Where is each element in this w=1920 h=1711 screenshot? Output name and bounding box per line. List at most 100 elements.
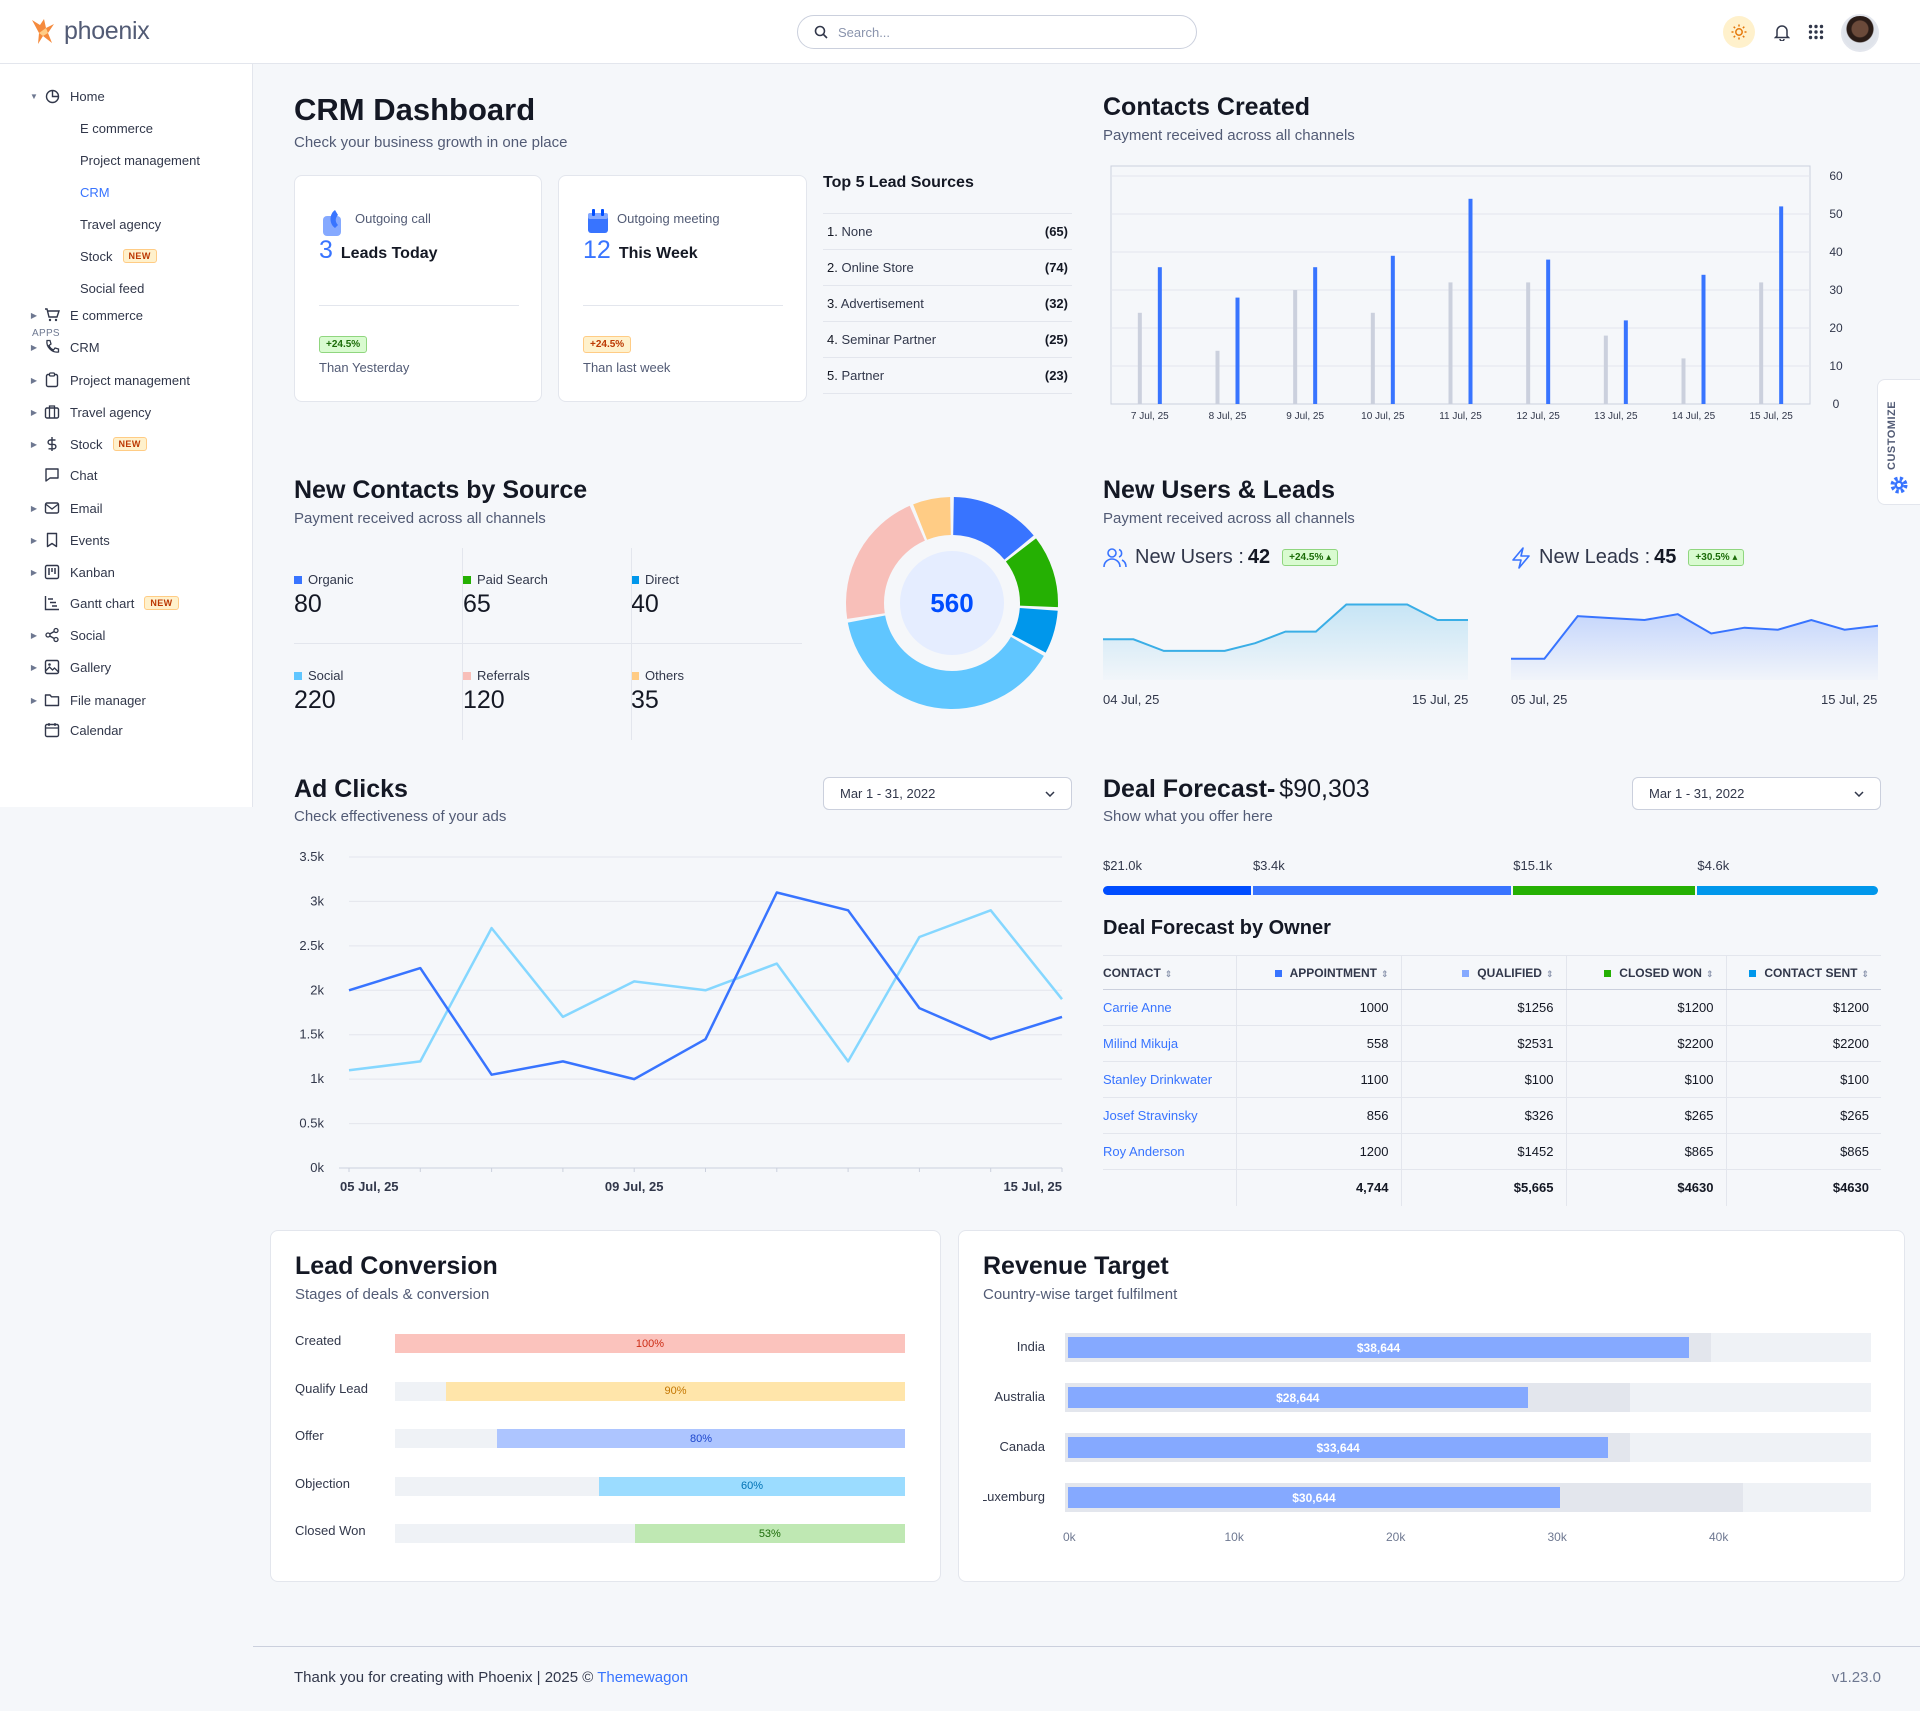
sidebar-item-project-management[interactable]: ▶ Project management [0,368,190,392]
contact-link[interactable]: Carrie Anne [1103,989,1236,1026]
apps-grid-button[interactable] [1800,16,1832,48]
x-tick-label: 11 Jul, 25 [1439,411,1482,422]
column-header-contact-sent[interactable]: CONTACT SENT ⇕ [1725,955,1881,990]
contact-link[interactable]: Milind Mikuja [1103,1025,1236,1062]
lead-source-rank: 2. [827,260,842,275]
sidebar-subitem-stock[interactable]: Stock NEW [80,244,157,268]
forecast-segment-label: $4.6k [1697,858,1730,873]
sidebar-item-label: CRM [70,339,100,355]
x-tick-label: 10 Jul, 25 [1361,411,1405,422]
top-navbar: phoenix [0,0,1920,64]
user-avatar[interactable] [1841,14,1879,52]
theme-toggle-button[interactable] [1723,16,1755,48]
lead-source-rank: 3. [827,296,841,311]
contact-link[interactable]: Stanley Drinkwater [1103,1061,1236,1098]
legend-swatch [1749,969,1757,977]
sidebar-item-calendar[interactable]: Calendar [0,718,123,742]
forecast-segment-bar [1697,886,1878,895]
footer-link[interactable]: Themewagon [597,1669,689,1686]
bookmark-icon [44,532,60,548]
sidebar-item-kanban[interactable]: ▶ Kanban [0,560,115,584]
column-header-appointment[interactable]: APPOINTMENT ⇕ [1235,955,1401,990]
sidebar-item-label: Social [70,627,106,643]
sun-icon [1731,24,1747,40]
sidebar-subitem-crm[interactable]: CRM [80,184,110,200]
bar-current [1390,255,1395,404]
x-tick-label: 10k [1224,1530,1244,1544]
sidebar-subitem-social-feed[interactable]: Social feed [80,280,145,296]
x-tick-label: 30k [1547,1530,1567,1544]
mail-icon [44,500,60,516]
stat-unit: This Week [618,245,698,262]
sidebar-item-email[interactable]: ▶ Email [0,496,103,520]
sidebar-subitem-travel-agency[interactable]: Travel agency [80,216,162,232]
x-tick-label: 0k [1063,1530,1076,1544]
sidebar-subitem-ecommerce[interactable]: E commerce [80,120,153,136]
deal-owner-table: CONTACT ⇕ APPOINTMENT ⇕ QUALIFIED ⇕ CLOSED WON… [1103,955,1881,1206]
column-header-closed-won[interactable]: CLOSED WON ⇕ [1565,955,1726,990]
sidebar-item-home[interactable]: ▼ Home [0,84,105,108]
stat-value: 3 [319,236,333,264]
source-value: 220 [294,686,336,714]
search-input[interactable] [838,24,1158,40]
sidebar-item-chat[interactable]: Chat [0,463,97,487]
sidebar-item-crm[interactable]: ▶ CRM [0,335,100,359]
table-cell: $865 [1725,1133,1881,1170]
sidebar-item-e-commerce[interactable]: ▶ E commerce [0,303,143,327]
source-stat-organic: Organic 80 [270,548,438,644]
sidebar-item-events[interactable]: ▶ Events [0,528,110,552]
sidebar-item-social[interactable]: ▶ Social [0,623,106,647]
deal-forecast-date-select[interactable]: Mar 1 - 31, 2022 [1632,777,1881,810]
x-tick-label: 20k [1386,1530,1406,1544]
donut-center [900,551,1004,655]
revenue-actual-bar: $30,644 [1068,1487,1560,1508]
y-tick-label: 1k [310,1071,324,1086]
column-header-contact[interactable]: CONTACT ⇕ [1103,955,1236,990]
total-cell: $4630 [1565,1169,1726,1206]
ad-clicks-date-select[interactable]: Mar 1 - 31, 2022 [823,777,1072,810]
chevron-right-icon: ▶ [30,535,38,545]
stat-card-outgoing-meeting: Outgoing meeting 12 This Week +24.5% Tha… [558,175,807,402]
x-tick-label: 13 Jul, 25 [1594,411,1638,422]
lead-source-name: 5. Partner [827,368,884,383]
notifications-button[interactable] [1766,16,1798,48]
x-tick-label: 12 Jul, 25 [1516,411,1560,422]
grid-dots-icon [1808,24,1824,40]
source-stat-social: Social 220 [270,644,438,740]
footer-text: Thank you for creating with Phoenix | 20… [294,1669,688,1686]
source-name: Social [308,668,344,683]
bar-previous [1526,282,1531,404]
revenue-target-title: Revenue Target [983,1252,1169,1280]
sidebar-item-travel-agency[interactable]: ▶ Travel agency [0,400,151,424]
table-cell: $100 [1400,1061,1566,1098]
chevron-down-icon: ▼ [30,91,38,101]
table-row: Stanley Drinkwater 1100 $100 $100 $100 [1103,1061,1881,1098]
sidebar-subitem-project-management[interactable]: Project management [80,152,200,168]
bar-previous [1681,358,1686,404]
page-title: CRM Dashboard [294,92,536,127]
column-header-qualified[interactable]: QUALIFIED ⇕ [1400,955,1566,990]
lead-source-label: None [841,224,873,239]
chat-icon [44,467,60,483]
source-value: 120 [463,686,505,714]
sidebar-item-file-manager[interactable]: ▶ File manager [0,688,146,712]
phone-icon [44,339,60,355]
forecast-segment-bar [1252,886,1512,895]
contact-link[interactable]: Roy Anderson [1103,1133,1236,1170]
brand-logo[interactable]: phoenix [30,16,150,46]
sidebar-item-gantt-chart[interactable]: Gantt chart NEW [0,591,179,615]
sidebar-item-label: Kanban [70,564,115,580]
lead-source-count: (65) [1044,224,1068,239]
search-box[interactable] [797,15,1197,49]
contact-link[interactable]: Josef Stravinsky [1103,1097,1236,1134]
search-icon [814,25,828,39]
y-tick-label: 30 [1829,283,1843,297]
donut-slice-social [847,615,1044,709]
divider [823,213,1072,214]
change-badge: +30.5% ▴ [1688,549,1745,566]
table-cell: 1000 [1235,989,1401,1026]
customize-tab[interactable]: CUSTOMIZE [1877,379,1920,505]
sidebar-item-gallery[interactable]: ▶ Gallery [0,655,111,679]
source-label: Direct [631,572,679,587]
sidebar-item-stock[interactable]: ▶ Stock NEW [0,432,147,456]
